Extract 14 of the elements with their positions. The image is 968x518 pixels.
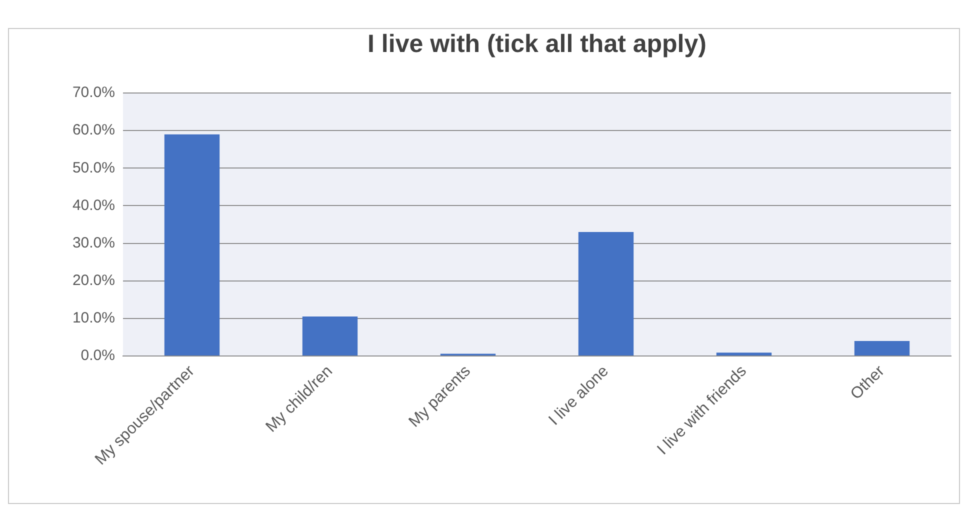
y-tick-label: 40.0% [72, 196, 115, 214]
bar [578, 232, 634, 356]
y-tick-label: 10.0% [72, 310, 115, 327]
y-tick-label: 60.0% [72, 122, 115, 139]
y-tick-label: 30.0% [72, 234, 115, 252]
bar [716, 352, 772, 356]
bar [302, 316, 358, 356]
y-tick-label: 20.0% [72, 272, 115, 289]
y-tick-label: 70.0% [72, 84, 115, 102]
y-tick-label: 50.0% [72, 159, 115, 176]
chart-title: I live with (tick all that apply) [368, 30, 706, 58]
y-tick-label: 0.0% [80, 347, 115, 364]
bar [164, 134, 220, 356]
bar [854, 340, 910, 356]
